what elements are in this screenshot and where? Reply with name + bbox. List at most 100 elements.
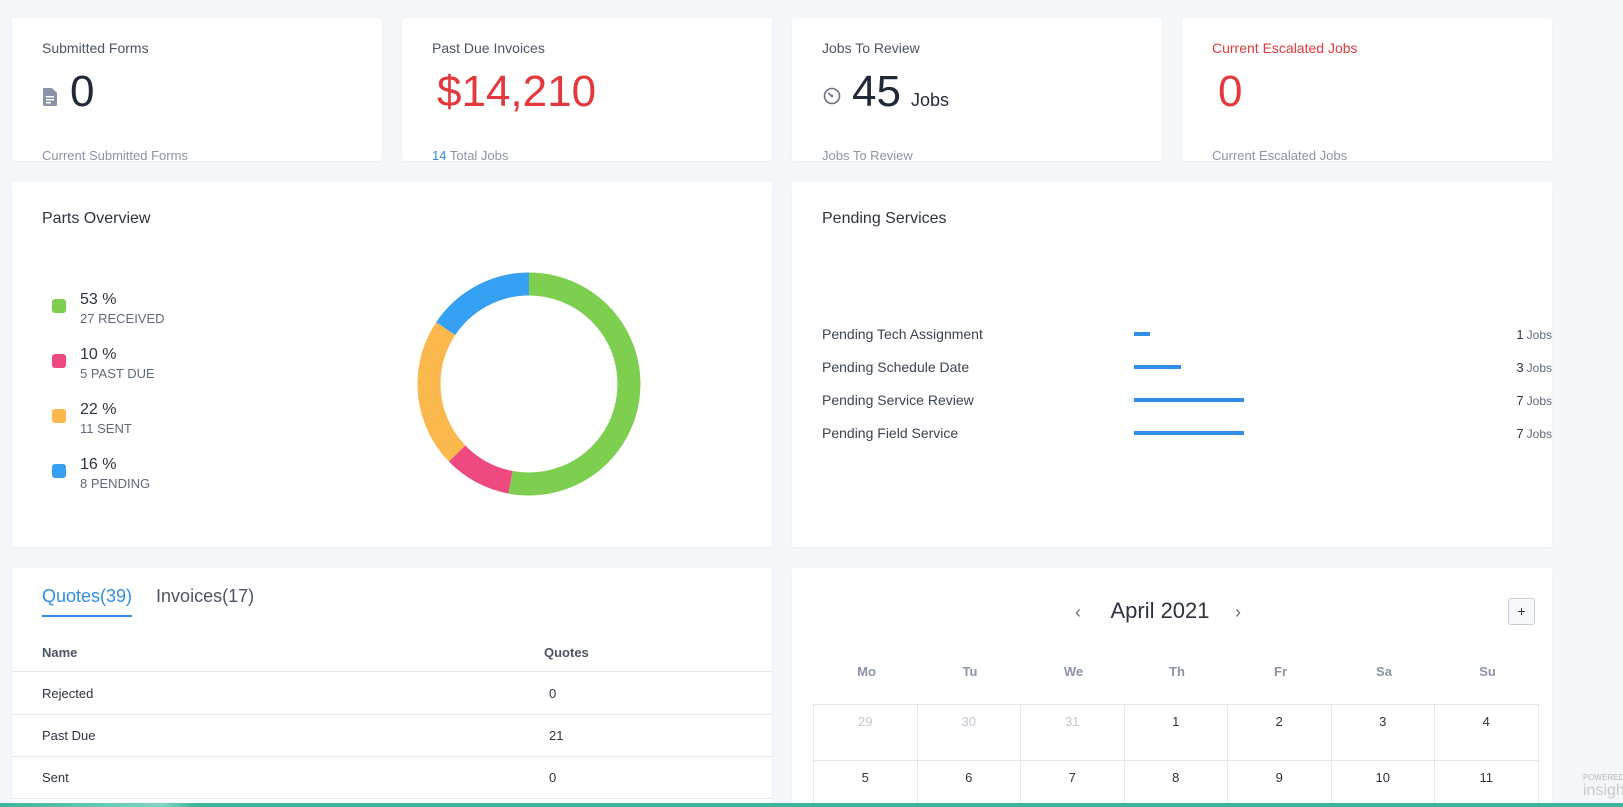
weekday-header: Fr: [1274, 664, 1287, 679]
stat-value: 45: [852, 67, 901, 116]
calendar-day[interactable]: 11: [1434, 760, 1539, 807]
tab-quotes[interactable]: Quotes(39): [42, 586, 133, 617]
calendar-day[interactable]: 3: [1330, 704, 1435, 761]
pending-service-count-value: 7: [1516, 392, 1524, 408]
quotes-invoices-card: Quotes(39) Invoices(17) Name Quotes Reje…: [12, 568, 772, 807]
calendar-day[interactable]: 1: [1123, 704, 1228, 761]
pending-service-bar-track: [1134, 332, 1499, 336]
prev-month-button[interactable]: ‹: [1075, 602, 1081, 622]
tab-invoices[interactable]: Invoices(17): [156, 586, 255, 606]
calendar-month-label: April 2021: [1110, 598, 1210, 623]
row-name: Past Due: [42, 728, 96, 743]
column-header-name[interactable]: Name: [42, 645, 78, 660]
total-jobs-count[interactable]: 14: [432, 148, 447, 161]
bottom-progress-strip: [0, 803, 1623, 807]
pending-service-count: 1 Jobs: [1499, 327, 1552, 342]
legend-item-sent[interactable]: 22 % 11 SENT: [52, 400, 165, 455]
donut-slice-sent[interactable]: [417, 272, 641, 496]
pending-service-count-value: 3: [1516, 359, 1524, 375]
weekday-header: Th: [1169, 664, 1185, 679]
stat-value: 0: [70, 67, 95, 116]
parts-overview-card: Parts Overview 53 % 27 RECEIVED 10 % 5 P…: [12, 182, 772, 547]
section-title: Pending Services: [822, 210, 947, 227]
calendar-day[interactable]: 8: [1123, 760, 1228, 807]
weekday-header: Mo: [857, 664, 876, 679]
gauge-icon: [823, 87, 841, 105]
pending-service-unit: Jobs: [1526, 426, 1552, 441]
stat-unit: Jobs: [910, 90, 949, 110]
table-row[interactable]: Sent 0: [12, 756, 772, 799]
legend-label: 11 SENT: [80, 421, 132, 436]
stat-subtitle: Current Submitted Forms: [42, 148, 188, 161]
next-month-button[interactable]: ›: [1235, 602, 1241, 622]
legend-percent: 22 %: [80, 401, 117, 418]
pending-services-card: Pending Services Pending Tech Assignment…: [792, 182, 1552, 547]
calendar-card: ‹ April 2021 › + Mo Tu We Th Fr Sa Su 29 30 31 1 2…: [792, 568, 1552, 807]
pending-service-count: 7 Jobs: [1499, 393, 1552, 408]
legend-percent: 16 %: [80, 456, 117, 473]
legend-label: 27 RECEIVED: [80, 311, 165, 326]
stat-title: Past Due Invoices: [432, 40, 545, 56]
calendar-day[interactable]: 5: [813, 760, 918, 807]
pending-service-bar: [1134, 398, 1244, 402]
pending-service-bar-track: [1134, 365, 1499, 369]
legend-swatch: [52, 409, 66, 423]
powered-by-label: POWERED: [1583, 773, 1623, 782]
legend-swatch: [52, 354, 66, 368]
donut-slice-pending[interactable]: [417, 272, 641, 496]
insight-logo: insigh: [1583, 782, 1623, 799]
stat-title: Jobs To Review: [822, 40, 920, 56]
stat-title: Submitted Forms: [42, 40, 149, 56]
stat-title: Current Escalated Jobs: [1212, 40, 1358, 56]
pending-service-unit: Jobs: [1526, 327, 1552, 342]
legend-swatch: [52, 464, 66, 478]
calendar-day[interactable]: 7: [1020, 760, 1125, 807]
table-row[interactable]: Past Due 21: [12, 714, 772, 757]
legend-percent: 10 %: [80, 346, 117, 363]
pending-service-row[interactable]: Pending Service Review 7 Jobs: [822, 390, 1552, 410]
pending-service-row[interactable]: Pending Tech Assignment 1 Jobs: [822, 324, 1552, 344]
pending-service-unit: Jobs: [1526, 393, 1552, 408]
stat-subtitle: 14 Total Jobs: [432, 148, 508, 161]
pending-service-count-value: 1: [1516, 326, 1524, 342]
pending-service-label: Pending Field Service: [822, 425, 959, 441]
pending-service-bar: [1134, 365, 1182, 369]
pending-service-bar-track: [1134, 431, 1499, 435]
pending-service-label: Pending Tech Assignment: [822, 326, 983, 342]
calendar-day[interactable]: 2: [1227, 704, 1332, 761]
stat-value: 0: [1218, 67, 1243, 116]
legend-item-past-due[interactable]: 10 % 5 PAST DUE: [52, 345, 165, 400]
total-jobs-label: Total Jobs: [449, 148, 509, 161]
calendar-day[interactable]: 29: [813, 704, 918, 761]
calendar-day[interactable]: 9: [1227, 760, 1332, 807]
section-title: Parts Overview: [42, 210, 151, 227]
pending-service-count: 7 Jobs: [1499, 426, 1552, 441]
calendar-day[interactable]: 10: [1330, 760, 1435, 807]
add-event-button[interactable]: +: [1508, 598, 1535, 625]
row-name: Rejected: [42, 686, 94, 701]
calendar-day[interactable]: 4: [1434, 704, 1539, 761]
pending-service-count-value: 7: [1516, 425, 1524, 441]
legend-percent: 53 %: [80, 291, 117, 308]
stat-value: $14,210: [437, 67, 597, 116]
weekday-header: Su: [1479, 664, 1496, 679]
pending-service-unit: Jobs: [1526, 360, 1552, 375]
pending-service-label: Pending Schedule Date: [822, 359, 970, 375]
weekday-header: Tu: [962, 664, 978, 679]
calendar-day[interactable]: 6: [916, 760, 1021, 807]
column-header-quotes[interactable]: Quotes: [544, 645, 589, 660]
legend-item-pending[interactable]: 16 % 8 PENDING: [52, 455, 165, 510]
pending-service-label: Pending Service Review: [822, 392, 974, 408]
calendar-day[interactable]: 31: [1020, 704, 1125, 761]
weekday-header: Sa: [1376, 664, 1392, 679]
table-row[interactable]: Rejected 0: [12, 672, 772, 715]
legend-item-received[interactable]: 53 % 27 RECEIVED: [52, 290, 165, 345]
stat-subtitle: Current Escalated Jobs: [1212, 148, 1348, 161]
calendar-day[interactable]: 30: [916, 704, 1021, 761]
weekday-header: We: [1063, 664, 1084, 679]
table-header: Name Quotes: [12, 636, 772, 672]
pending-service-row[interactable]: Pending Schedule Date 3 Jobs: [822, 357, 1552, 377]
legend-swatch: [52, 299, 66, 313]
pending-service-row[interactable]: Pending Field Service 7 Jobs: [822, 423, 1552, 443]
escalated-jobs-card: Current Escalated Jobs 0 Current Escalat…: [1182, 18, 1552, 161]
